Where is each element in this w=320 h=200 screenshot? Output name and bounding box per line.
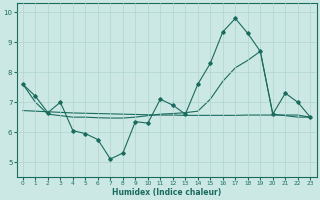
X-axis label: Humidex (Indice chaleur): Humidex (Indice chaleur) bbox=[112, 188, 221, 197]
